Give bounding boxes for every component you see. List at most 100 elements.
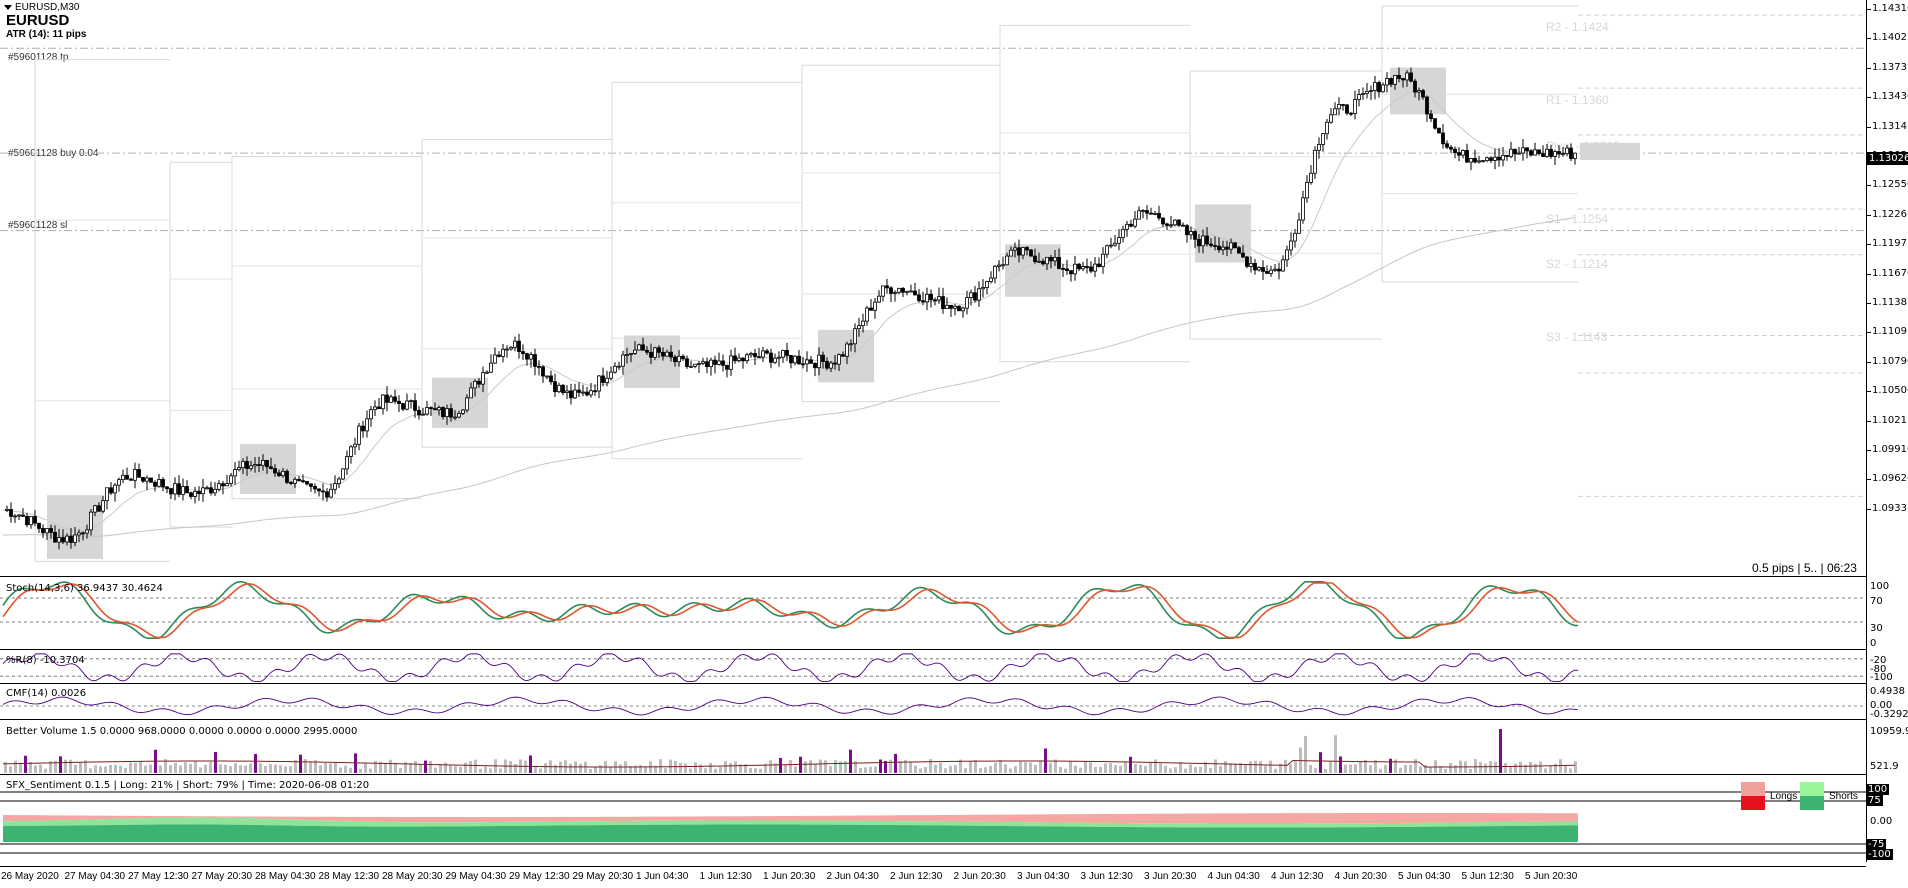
- cmf-level-zero: 0.00: [1870, 700, 1893, 711]
- price-axis[interactable]: [1866, 0, 1867, 862]
- candle-body: [965, 297, 969, 309]
- volume-bar: [944, 768, 947, 773]
- volume-bar: [894, 753, 897, 773]
- volume-bar: [1039, 760, 1042, 773]
- volume-bar: [1069, 760, 1072, 773]
- candle-body: [1109, 244, 1113, 247]
- candle-body: [1537, 149, 1541, 154]
- candle-body: [865, 307, 869, 322]
- candle-body: [61, 537, 65, 543]
- candle-body: [1181, 224, 1185, 227]
- volume-bar: [89, 768, 92, 773]
- volume-bar: [539, 768, 542, 773]
- candle-body: [1409, 72, 1413, 82]
- volume-bar: [1504, 762, 1507, 773]
- candle-body: [305, 481, 309, 485]
- candle-body: [329, 488, 333, 498]
- volume-bar: [734, 761, 737, 773]
- volume-bar: [1284, 759, 1287, 773]
- volume-bar: [1204, 761, 1207, 773]
- volume-bar: [534, 767, 537, 773]
- candle-body: [85, 529, 89, 534]
- candle-body: [113, 484, 117, 494]
- candle-body: [1561, 153, 1565, 156]
- pivot-s3-label: S3 - 1.1143: [1546, 330, 1608, 344]
- volume-bar: [1484, 763, 1487, 773]
- volume-bar: [664, 768, 667, 773]
- candle-body: [693, 363, 697, 367]
- candle-body: [1093, 263, 1097, 272]
- session-box: [240, 443, 296, 495]
- candle-body: [561, 384, 565, 393]
- candle-body: [565, 390, 569, 393]
- candle-body: [977, 288, 981, 301]
- candle-body: [1517, 152, 1521, 155]
- volume-bar: [1494, 761, 1497, 773]
- volume-bar: [279, 765, 282, 773]
- candle-body: [1545, 148, 1549, 157]
- stoch-level-100: 100: [1870, 581, 1890, 592]
- price-axis-tick: [1866, 214, 1871, 216]
- candle-body: [557, 384, 561, 393]
- volume-bar: [164, 759, 167, 773]
- price-axis-tick: [1866, 361, 1871, 363]
- candle-body: [269, 466, 273, 469]
- candle-body: [41, 528, 45, 534]
- candle-body: [1473, 158, 1477, 163]
- time-axis-label: 2 Jun 20:30: [953, 871, 1006, 882]
- volume-bar: [49, 761, 52, 773]
- volume-bar: [459, 766, 462, 773]
- candle-body: [1353, 99, 1357, 114]
- volume-bar: [1249, 761, 1252, 773]
- candle-body: [1521, 147, 1525, 154]
- price-axis-label: 1.10796: [1872, 355, 1908, 367]
- price-axis-label: 1.09916: [1872, 444, 1908, 455]
- candle-body: [421, 413, 425, 416]
- candle-body: [945, 304, 949, 309]
- volume-bar: [814, 764, 817, 773]
- candle-body: [825, 361, 829, 369]
- candle-body: [801, 363, 805, 366]
- chart-menu-icon[interactable]: [4, 4, 12, 10]
- candle-body: [53, 531, 57, 543]
- stoch-pane-border: [0, 577, 1866, 650]
- volume-bar: [219, 764, 222, 773]
- candle-body: [917, 294, 921, 302]
- candle-body: [209, 487, 213, 494]
- candle-body: [1245, 256, 1249, 267]
- volume-bar: [629, 765, 632, 773]
- order-sl-label[interactable]: #59601128 sl: [8, 220, 68, 231]
- candle-body: [1417, 90, 1421, 93]
- candle-body: [1505, 154, 1509, 157]
- candle-body: [333, 483, 337, 490]
- price-chart[interactable]: [0, 0, 1866, 862]
- volume-bar: [1254, 760, 1257, 773]
- candle-body: [245, 461, 249, 469]
- volume-bar: [1334, 735, 1337, 773]
- candle-body: [385, 394, 389, 403]
- candle-body: [893, 291, 897, 294]
- volume-bar: [824, 760, 827, 773]
- pivot-r1-label: R1 - 1.1360: [1546, 93, 1609, 107]
- candle-body: [609, 371, 613, 379]
- candle-body: [1221, 246, 1225, 251]
- candle-body: [1057, 257, 1061, 269]
- volume-bar: [724, 761, 727, 773]
- volume-bar: [769, 760, 772, 773]
- volume-bar: [394, 762, 397, 773]
- volume-bar: [479, 768, 482, 773]
- volume-bar: [1389, 758, 1392, 773]
- volume-bar: [1219, 766, 1222, 773]
- volume-bar: [1479, 762, 1482, 773]
- window-title: EURUSD,M30: [15, 2, 80, 13]
- volume-bar: [1174, 767, 1177, 773]
- volume-bar: [1244, 765, 1247, 773]
- volume-bar: [579, 763, 582, 773]
- volume-bar: [609, 767, 612, 773]
- order-tp-label[interactable]: #59601128 tp: [8, 52, 69, 63]
- candle-body: [953, 305, 957, 309]
- candle-body: [473, 380, 477, 389]
- candle-body: [49, 528, 53, 533]
